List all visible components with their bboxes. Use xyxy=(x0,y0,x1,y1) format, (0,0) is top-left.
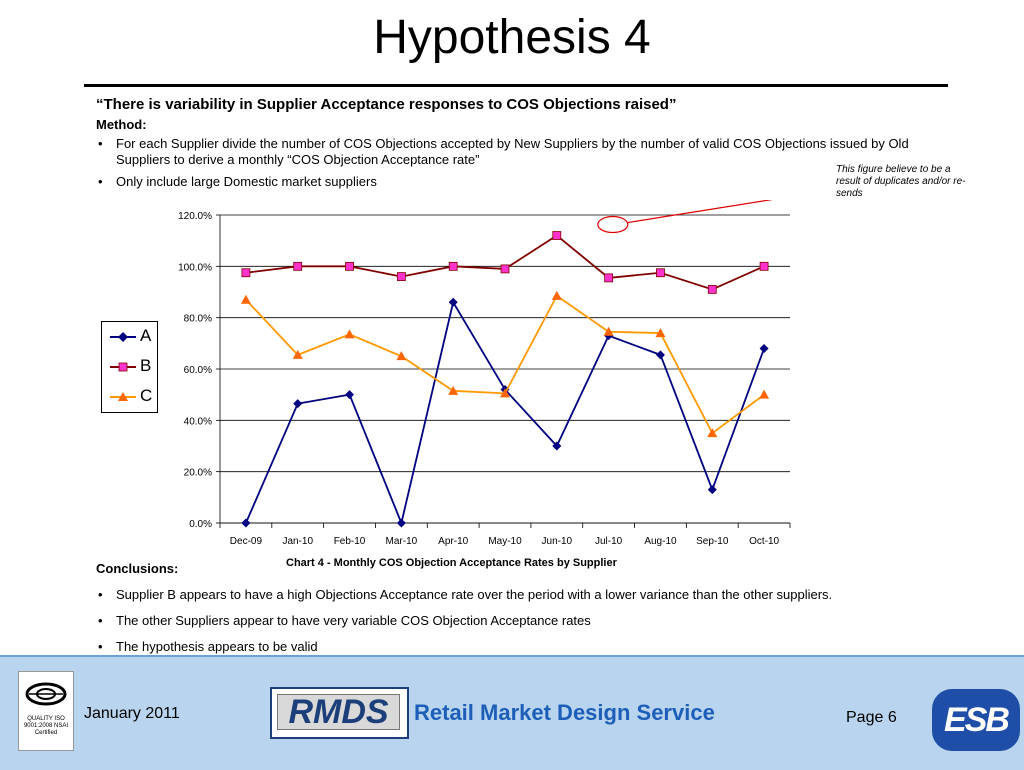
data-point-a xyxy=(293,399,303,409)
y-tick-label: 100.0% xyxy=(178,262,212,273)
data-point-b xyxy=(293,261,303,271)
series-line-c xyxy=(245,294,765,435)
footer-bar: QUALITY ISO 9001:2008 NSAI Certified Jan… xyxy=(0,655,1024,770)
method-bullets: • For each Supplier divide the number of … xyxy=(98,136,938,196)
highlight-circle xyxy=(597,215,629,234)
data-point-b xyxy=(656,268,665,278)
footer-date: January 2011 xyxy=(84,705,180,722)
data-point-a xyxy=(552,441,562,451)
x-tick-label: Apr-10 xyxy=(438,536,468,547)
data-point-a xyxy=(707,485,717,495)
data-point-a xyxy=(655,350,665,360)
callout-line xyxy=(627,200,774,224)
conclusion-bullet: • Supplier B appears to have a high Objec… xyxy=(98,587,833,602)
data-point-c xyxy=(759,389,770,399)
data-point-a xyxy=(396,518,406,528)
data-point-c xyxy=(603,326,614,336)
method-bullet: • Only include large Domestic market supp… xyxy=(98,174,377,189)
method-heading: Method: xyxy=(96,117,147,132)
y-tick-label: 120.0% xyxy=(178,211,212,222)
conclusions-heading: Conclusions: xyxy=(96,561,179,576)
data-point-b xyxy=(604,273,614,283)
data-point-a xyxy=(448,297,458,307)
x-tick-label: Sep-10 xyxy=(696,536,729,547)
nsai-certification-logo: QUALITY ISO 9001:2008 NSAI Certified xyxy=(18,671,74,751)
title-rule xyxy=(84,84,948,87)
x-tick-label: Jun-10 xyxy=(542,536,573,547)
data-point-c xyxy=(344,329,355,339)
data-point-b xyxy=(241,268,251,278)
method-bullet: • For each Supplier divide the number of … xyxy=(98,136,909,167)
x-tick-label: Mar-10 xyxy=(386,536,418,547)
data-point-a xyxy=(241,518,251,528)
slide-title: Hypothesis 4 xyxy=(373,11,651,64)
data-point-c xyxy=(292,349,303,359)
y-tick-label: 80.0% xyxy=(184,314,212,325)
x-tick-label: Oct-10 xyxy=(749,536,779,547)
x-tick-label: Feb-10 xyxy=(334,536,366,547)
data-point-c xyxy=(448,385,459,395)
data-point-b xyxy=(707,285,717,294)
data-point-a xyxy=(759,343,769,353)
data-point-c xyxy=(396,351,407,361)
data-point-b xyxy=(500,264,510,274)
data-point-b xyxy=(345,261,354,271)
legend-item-b: B xyxy=(108,356,156,378)
data-point-b xyxy=(759,261,769,271)
x-tick-label: Jan-10 xyxy=(282,536,313,547)
y-tick-label: 0.0% xyxy=(189,519,212,530)
x-tick-label: Dec-09 xyxy=(230,536,263,547)
conclusions-list: • Supplier B appears to have a high Objec… xyxy=(98,587,978,665)
data-point-c xyxy=(240,294,251,304)
service-name: Retail Market Design Service xyxy=(414,700,715,725)
esb-logo: ESB xyxy=(932,689,1020,751)
y-tick-label: 60.0% xyxy=(184,365,212,376)
hypothesis-quote: “There is variability in Supplier Accept… xyxy=(96,96,677,113)
data-point-c xyxy=(655,328,666,338)
chart-title: Chart 4 - Monthly COS Objection Acceptan… xyxy=(286,557,617,569)
legend-item-a: A xyxy=(108,326,156,348)
data-point-c xyxy=(551,290,562,300)
line-chart: 0.0% 20.0% 40.0% 60.0% 80.0% 100.0% 120.0% Dec-… xyxy=(178,200,791,547)
page-number: Page 6 xyxy=(846,709,897,726)
series-line-a xyxy=(245,299,765,526)
x-tick-label: Aug-10 xyxy=(644,536,677,547)
data-point-b xyxy=(396,272,406,282)
nsai-text: QUALITY ISO 9001:2008 NSAI Certified xyxy=(23,716,69,736)
x-tick-label: May-10 xyxy=(488,536,522,547)
data-point-a xyxy=(345,390,355,400)
chart-annotation: This figure believe to be a result of du… xyxy=(836,164,966,199)
series-line-b xyxy=(245,234,765,291)
nsai-eye-icon xyxy=(25,682,67,706)
x-tick-label: Jul-10 xyxy=(595,536,623,547)
rmds-logo: RMDS xyxy=(270,687,409,739)
data-point-c xyxy=(707,428,718,438)
y-tick-label: 40.0% xyxy=(184,416,212,427)
conclusion-bullet: • The other Suppliers appear to have very… xyxy=(98,613,591,628)
chart-legend: A B C xyxy=(101,321,158,413)
y-tick-label: 20.0% xyxy=(184,468,212,479)
data-point-b xyxy=(552,231,562,240)
data-point-c xyxy=(500,388,510,398)
legend-item-c: C xyxy=(108,386,156,408)
data-point-b xyxy=(448,261,458,271)
conclusion-bullet: • The hypothesis appears to be valid xyxy=(98,639,318,654)
